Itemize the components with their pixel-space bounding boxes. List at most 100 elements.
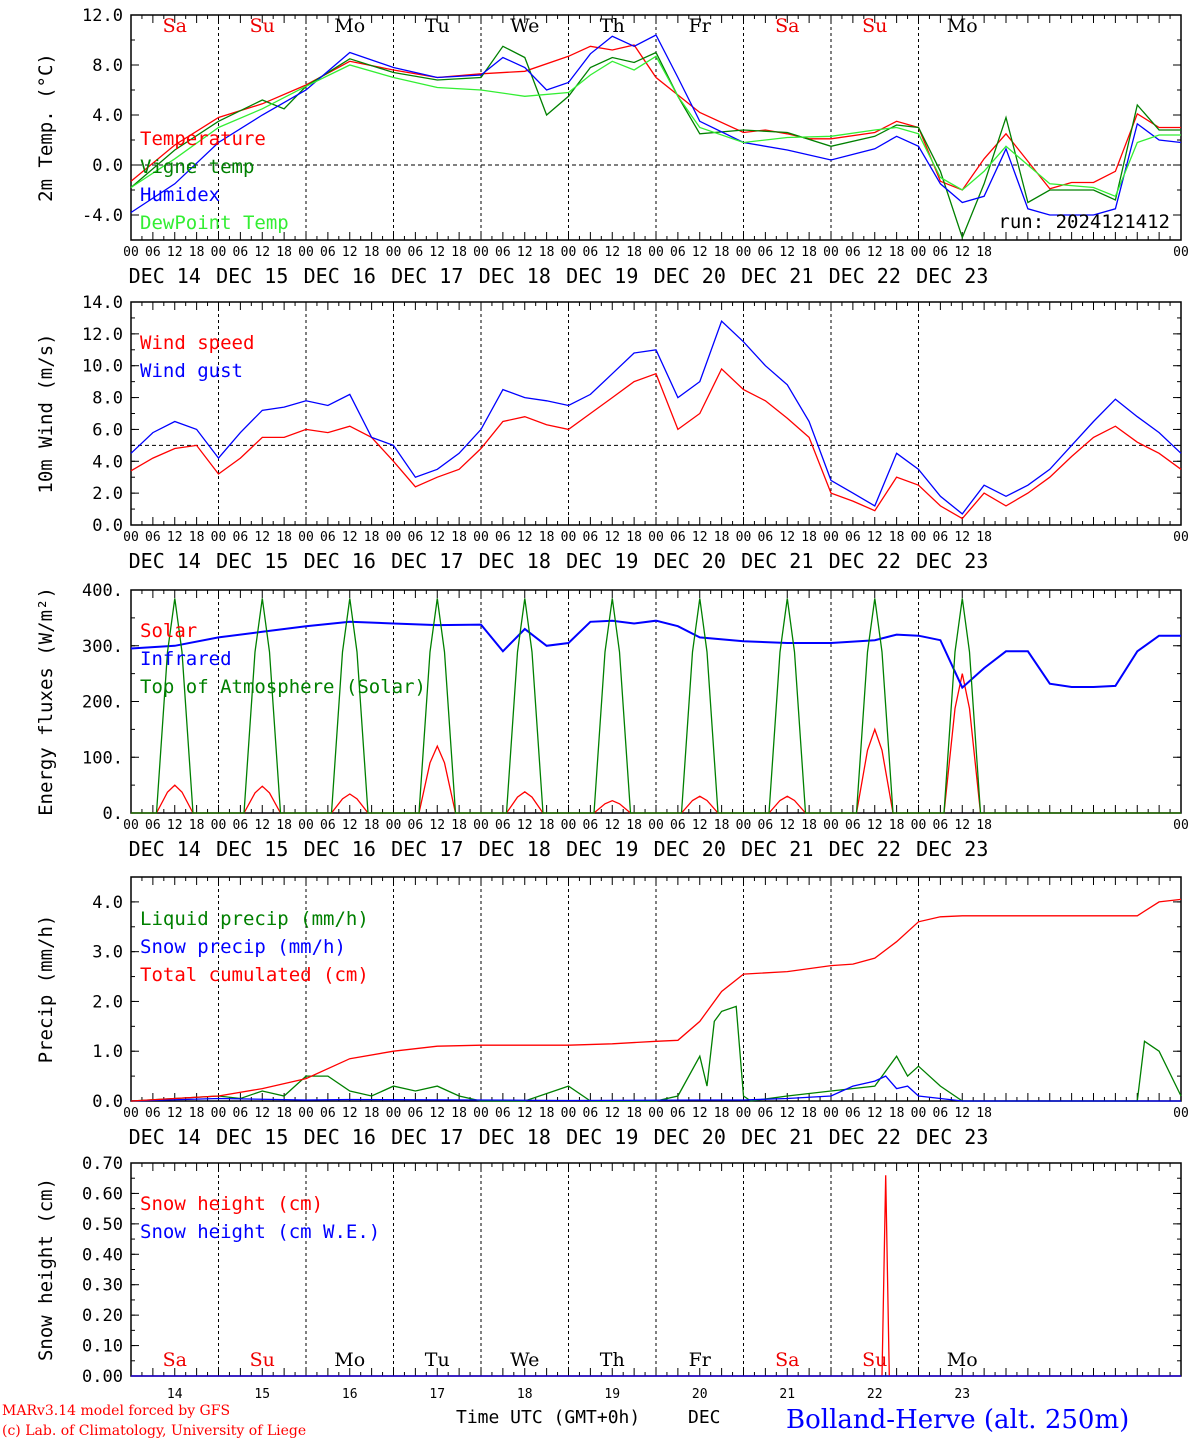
hour-label: 06 bbox=[233, 1106, 249, 1121]
hour-label: 00 bbox=[211, 530, 227, 545]
meteogram-panels: -4.0 0.0 4.0 8.0 12.0 2m Temp. (°C) Sa Su Mo Tu We… bbox=[35, 6, 1189, 1402]
y-tick-label: 1.0 bbox=[92, 1042, 123, 1062]
hour-label: 12 bbox=[954, 530, 970, 545]
hour-label: 18 bbox=[276, 1106, 292, 1121]
y-tick-label: 10.0 bbox=[82, 357, 123, 377]
y-tick-label: 2.0 bbox=[92, 484, 123, 504]
hour-label: 00 bbox=[561, 245, 577, 260]
series-line-1 bbox=[130, 367, 1182, 520]
day-label: Mo bbox=[334, 1349, 365, 1371]
legend-entry: Liquid precip (mm/h) bbox=[140, 908, 369, 930]
hour-label: 00 bbox=[736, 245, 752, 260]
hour-label: 12 bbox=[954, 1106, 970, 1121]
hour-label: 00 bbox=[823, 530, 839, 545]
day-label: We bbox=[510, 15, 539, 37]
hour-label: 00 bbox=[298, 1106, 314, 1121]
y-tick-label: 0.0 bbox=[92, 156, 123, 176]
date-label: DEC 17 bbox=[391, 1125, 463, 1149]
date-label: DEC 18 bbox=[479, 264, 551, 288]
y-tick-label: 0.40 bbox=[82, 1245, 123, 1265]
legend-entry: Temperature bbox=[140, 128, 266, 150]
hour-label: 06 bbox=[933, 818, 949, 833]
hour-label: 18 bbox=[539, 245, 555, 260]
date-label: DEC 14 bbox=[129, 549, 201, 573]
panel-2: 0.0 2.0 4.0 6.0 8.0 10.0 12.0 14.0 10m Wind (m/s… bbox=[35, 293, 1189, 573]
hour-label: 12 bbox=[254, 818, 270, 833]
hour-label: 18 bbox=[451, 818, 467, 833]
hour-label: 12 bbox=[692, 1106, 708, 1121]
date-label: DEC 14 bbox=[129, 1125, 201, 1149]
hour-label: 18 bbox=[801, 818, 817, 833]
hour-label: 12 bbox=[779, 530, 795, 545]
hour-label: 06 bbox=[495, 530, 511, 545]
hour-label: 12 bbox=[867, 530, 883, 545]
hour-label: 06 bbox=[583, 245, 599, 260]
hour-label: 00 bbox=[386, 818, 402, 833]
panel-1: -4.0 0.0 4.0 8.0 12.0 2m Temp. (°C) Sa Su Mo Tu We… bbox=[35, 6, 1189, 288]
hour-label: 18 bbox=[626, 1106, 642, 1121]
hour-label: 06 bbox=[758, 818, 774, 833]
hour-label: 12 bbox=[342, 245, 358, 260]
hour-label: 06 bbox=[670, 245, 686, 260]
hour-label: 18 bbox=[889, 818, 905, 833]
y-tick-label: 0.30 bbox=[82, 1276, 123, 1296]
date-label: DEC 19 bbox=[566, 1125, 638, 1149]
hour-label: 00 bbox=[648, 818, 664, 833]
y-axis-label: Energy fluxes (W/m²) bbox=[35, 587, 57, 816]
date-label: DEC 16 bbox=[304, 264, 376, 288]
y-tick-label: 0.50 bbox=[82, 1215, 123, 1235]
y-tick-label: 0.0 bbox=[92, 1092, 123, 1112]
hour-label: 06 bbox=[495, 245, 511, 260]
hour-label: 06 bbox=[233, 530, 249, 545]
y-tick-label: 400. bbox=[82, 581, 123, 601]
hour-label: 12 bbox=[779, 818, 795, 833]
hour-label: 00 bbox=[298, 245, 314, 260]
date-label: DEC 22 bbox=[829, 264, 901, 288]
date-label: DEC 17 bbox=[391, 549, 463, 573]
series-line-3 bbox=[130, 898, 1182, 1102]
hour-label: 00 bbox=[736, 818, 752, 833]
hour-label: 12 bbox=[429, 818, 445, 833]
date-label: DEC 21 bbox=[741, 549, 813, 573]
hour-label: 18 bbox=[714, 1106, 730, 1121]
legend-entry: DewPoint Temp bbox=[140, 212, 289, 234]
series-line-3 bbox=[130, 34, 1182, 216]
hour-label: 06 bbox=[670, 530, 686, 545]
hour-label: 00 bbox=[823, 818, 839, 833]
y-axis-label: 10m Wind (m/s) bbox=[35, 333, 57, 493]
hour-label: 06 bbox=[758, 1106, 774, 1121]
hour-label: 12 bbox=[517, 530, 533, 545]
day-number: 17 bbox=[429, 1387, 445, 1402]
hour-label: 12 bbox=[954, 245, 970, 260]
hour-label: 18 bbox=[276, 245, 292, 260]
date-label: DEC 14 bbox=[129, 837, 201, 861]
date-label: DEC 21 bbox=[741, 264, 813, 288]
hour-label: 06 bbox=[320, 1106, 336, 1121]
day-number: 20 bbox=[692, 1387, 708, 1402]
hour-label: 06 bbox=[233, 245, 249, 260]
hour-label: 12 bbox=[429, 1106, 445, 1121]
date-label: DEC 19 bbox=[566, 837, 638, 861]
panel-4: 0.0 1.0 2.0 3.0 4.0 Precip (mm/h) Liquid preci… bbox=[35, 876, 1189, 1149]
hour-label: 18 bbox=[539, 818, 555, 833]
date-label: DEC 15 bbox=[216, 1125, 288, 1149]
hour-label: 12 bbox=[604, 530, 620, 545]
plot-frame bbox=[130, 14, 1182, 241]
legend-entry: Vigne temp bbox=[140, 156, 254, 178]
date-label: DEC 20 bbox=[654, 837, 726, 861]
hour-label: 00 bbox=[473, 1106, 489, 1121]
y-tick-label: 0.60 bbox=[82, 1184, 123, 1204]
hour-label: 12 bbox=[692, 818, 708, 833]
hour-label: 12 bbox=[517, 245, 533, 260]
hour-label: 18 bbox=[976, 530, 992, 545]
series-line-2 bbox=[130, 619, 1181, 690]
hour-label: 06 bbox=[758, 245, 774, 260]
hour-label: 18 bbox=[451, 1106, 467, 1121]
date-label: DEC 23 bbox=[916, 264, 988, 288]
x-axis-label: Time UTC (GMT+0h) bbox=[456, 1407, 640, 1428]
panel-3: 0. 100. 200. 300. 400. Energy fluxes (W/m²) So… bbox=[35, 581, 1189, 861]
hour-label: 12 bbox=[342, 818, 358, 833]
hour-label: 00 bbox=[1173, 818, 1189, 833]
day-label: Sa bbox=[163, 15, 187, 37]
